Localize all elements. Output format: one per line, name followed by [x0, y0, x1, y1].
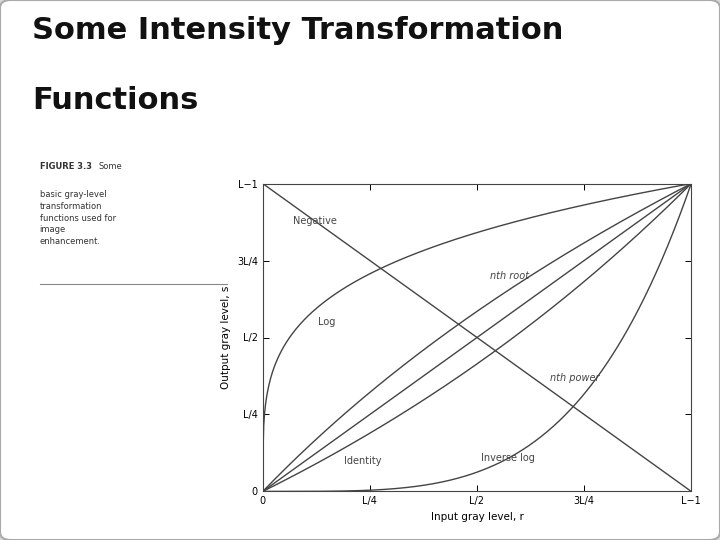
Text: Identity: Identity [344, 456, 382, 465]
Text: Negative: Negative [293, 215, 337, 226]
Text: Functions: Functions [32, 86, 199, 116]
Text: Inverse log: Inverse log [481, 453, 535, 463]
X-axis label: Input gray level, r: Input gray level, r [431, 512, 523, 522]
Text: basic gray-level
transformation
functions used for
image
enhancement.: basic gray-level transformation function… [40, 190, 116, 246]
Text: Some Intensity Transformation: Some Intensity Transformation [32, 16, 564, 45]
Text: Log: Log [318, 317, 336, 327]
Y-axis label: Output gray level, s: Output gray level, s [221, 286, 231, 389]
Text: nth power: nth power [550, 373, 599, 382]
Text: Some: Some [99, 162, 122, 171]
Text: FIGURE 3.3: FIGURE 3.3 [40, 162, 91, 171]
Text: nth root: nth root [490, 271, 529, 281]
